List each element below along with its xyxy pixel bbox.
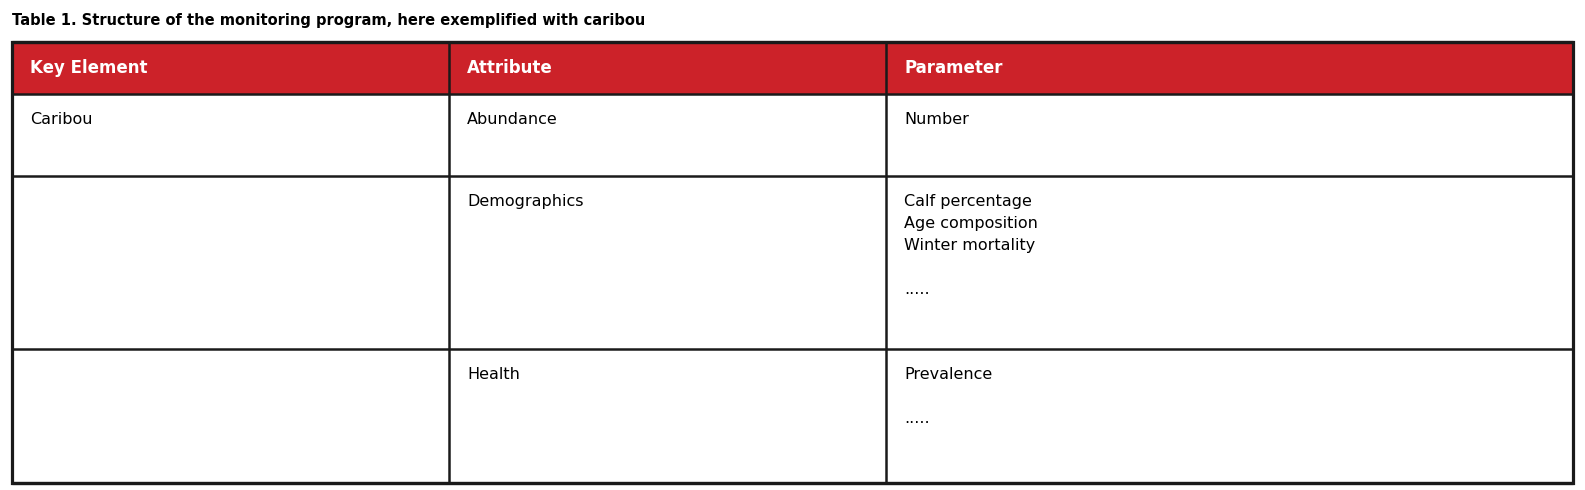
Text: Parameter: Parameter: [903, 59, 1003, 77]
Text: Demographics: Demographics: [468, 194, 583, 209]
Text: Attribute: Attribute: [468, 59, 553, 77]
Text: Table 1. Structure of the monitoring program, here exemplified with caribou: Table 1. Structure of the monitoring pro…: [13, 13, 645, 28]
Bar: [13, 94, 1572, 176]
Text: Key Element: Key Element: [30, 59, 147, 77]
Text: Prevalence

.....: Prevalence .....: [903, 367, 992, 426]
Text: Abundance: Abundance: [468, 112, 558, 127]
Text: Number: Number: [903, 112, 968, 127]
Bar: [13, 349, 1572, 483]
Text: Calf percentage
Age composition
Winter mortality

.....: Calf percentage Age composition Winter m…: [903, 194, 1038, 297]
Bar: [13, 176, 1572, 349]
Text: Caribou: Caribou: [30, 112, 92, 127]
Text: Health: Health: [468, 367, 520, 382]
Bar: [13, 42, 1572, 94]
